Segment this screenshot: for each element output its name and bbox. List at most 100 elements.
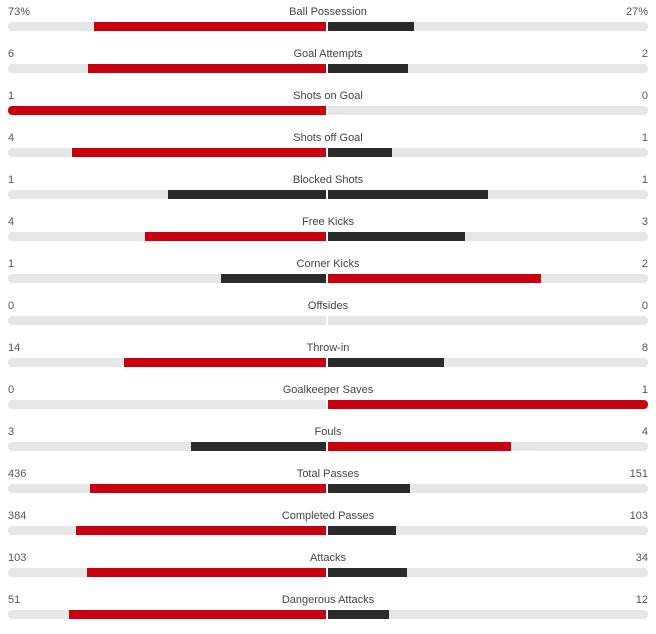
bar-center-divider — [326, 442, 328, 451]
bar-center-divider — [326, 232, 328, 241]
bar-center-divider — [326, 358, 328, 367]
home-bar-fill — [88, 64, 328, 73]
home-value: 4 — [8, 132, 15, 144]
home-bar-track — [8, 64, 328, 73]
stat-row: 6 Goal Attempts 2 — [0, 42, 656, 84]
bar-center-divider — [326, 484, 328, 493]
bar-center-divider — [326, 148, 328, 157]
away-bar-fill — [328, 358, 444, 367]
away-bar-fill — [328, 442, 511, 451]
stat-row: 0 Offsides 0 — [0, 294, 656, 336]
away-value: 1 — [641, 384, 648, 396]
home-bar-fill — [87, 568, 328, 577]
stat-row: 51 Dangerous Attacks 12 — [0, 588, 656, 630]
home-value: 1 — [8, 174, 15, 186]
stat-label: Free Kicks — [302, 216, 354, 228]
away-bar-fill — [328, 232, 465, 241]
bar-center-divider — [326, 106, 328, 115]
away-bar-track — [328, 568, 648, 577]
stat-label: Ball Possession — [289, 6, 367, 18]
stat-row: 4 Shots off Goal 1 — [0, 126, 656, 168]
away-bar-track — [328, 358, 648, 367]
away-bar-fill — [328, 148, 392, 157]
bar-center-divider — [326, 316, 328, 325]
away-bar-track — [328, 148, 648, 157]
stat-label: Offsides — [307, 300, 349, 312]
stat-row: 73% Ball Possession 27% — [0, 0, 656, 42]
home-value: 0 — [8, 300, 15, 312]
stat-label: Blocked Shots — [292, 174, 364, 186]
away-bar-track — [328, 484, 648, 493]
home-bar-track — [8, 148, 328, 157]
home-bar-track — [8, 106, 328, 115]
stat-label: Total Passes — [296, 468, 360, 480]
stat-row: 103 Attacks 34 — [0, 546, 656, 588]
away-value: 34 — [635, 552, 648, 564]
bar-center-divider — [326, 64, 328, 73]
bar-center-divider — [326, 274, 328, 283]
bar-center-divider — [326, 568, 328, 577]
home-value: 14 — [8, 342, 21, 354]
away-bar-fill — [328, 22, 414, 31]
away-value: 2 — [641, 48, 648, 60]
home-bar-track — [8, 400, 328, 409]
away-bar-track — [328, 190, 648, 199]
home-bar-track — [8, 526, 328, 535]
away-bar-fill — [328, 526, 396, 535]
home-bar-track — [8, 274, 328, 283]
home-value: 4 — [8, 216, 15, 228]
home-bar-fill — [76, 526, 328, 535]
home-bar-track — [8, 190, 328, 199]
away-bar-fill — [328, 64, 408, 73]
stat-label: Dangerous Attacks — [281, 594, 375, 606]
home-value: 0 — [8, 384, 15, 396]
home-bar-fill — [94, 22, 328, 31]
away-value: 3 — [641, 216, 648, 228]
away-value: 103 — [629, 510, 648, 522]
away-bar-track — [328, 22, 648, 31]
home-value: 51 — [8, 594, 21, 606]
home-bar-fill — [191, 442, 328, 451]
home-value: 3 — [8, 426, 15, 438]
away-value: 0 — [641, 90, 648, 102]
stat-label: Shots off Goal — [293, 132, 363, 144]
stat-row: 14 Throw-in 8 — [0, 336, 656, 378]
stat-row: 0 Goalkeeper Saves 1 — [0, 378, 656, 420]
stat-label: Attacks — [309, 552, 347, 564]
stat-row: 4 Free Kicks 3 — [0, 210, 656, 252]
stat-label: Corner Kicks — [296, 258, 360, 270]
away-value: 1 — [641, 174, 648, 186]
away-bar-track — [328, 274, 648, 283]
home-bar-track — [8, 568, 328, 577]
away-value: 27% — [625, 6, 648, 18]
home-bar-fill — [69, 610, 328, 619]
home-bar-fill — [90, 484, 328, 493]
home-value: 103 — [8, 552, 27, 564]
home-bar-fill — [124, 358, 328, 367]
away-bar-fill — [328, 274, 541, 283]
away-bar-track — [328, 442, 648, 451]
home-bar-fill — [221, 274, 328, 283]
home-value: 436 — [8, 468, 27, 480]
stat-label: Shots on Goal — [293, 90, 363, 102]
home-value: 384 — [8, 510, 27, 522]
home-bar-fill — [168, 190, 328, 199]
home-bar-track — [8, 442, 328, 451]
home-bar-track — [8, 232, 328, 241]
stat-label: Goal Attempts — [293, 48, 363, 60]
away-bar-track — [328, 64, 648, 73]
bar-center-divider — [326, 400, 328, 409]
away-value: 4 — [641, 426, 648, 438]
away-bar-fill — [328, 400, 648, 409]
home-value: 1 — [8, 258, 15, 270]
stat-row: 3 Fouls 4 — [0, 420, 656, 462]
bar-center-divider — [326, 190, 328, 199]
home-bar-track — [8, 22, 328, 31]
away-bar-track — [328, 106, 648, 115]
home-bar-track — [8, 358, 328, 367]
away-value: 151 — [629, 468, 648, 480]
away-bar-fill — [328, 190, 488, 199]
home-bar-track — [8, 316, 328, 325]
home-bar-fill — [8, 106, 328, 115]
